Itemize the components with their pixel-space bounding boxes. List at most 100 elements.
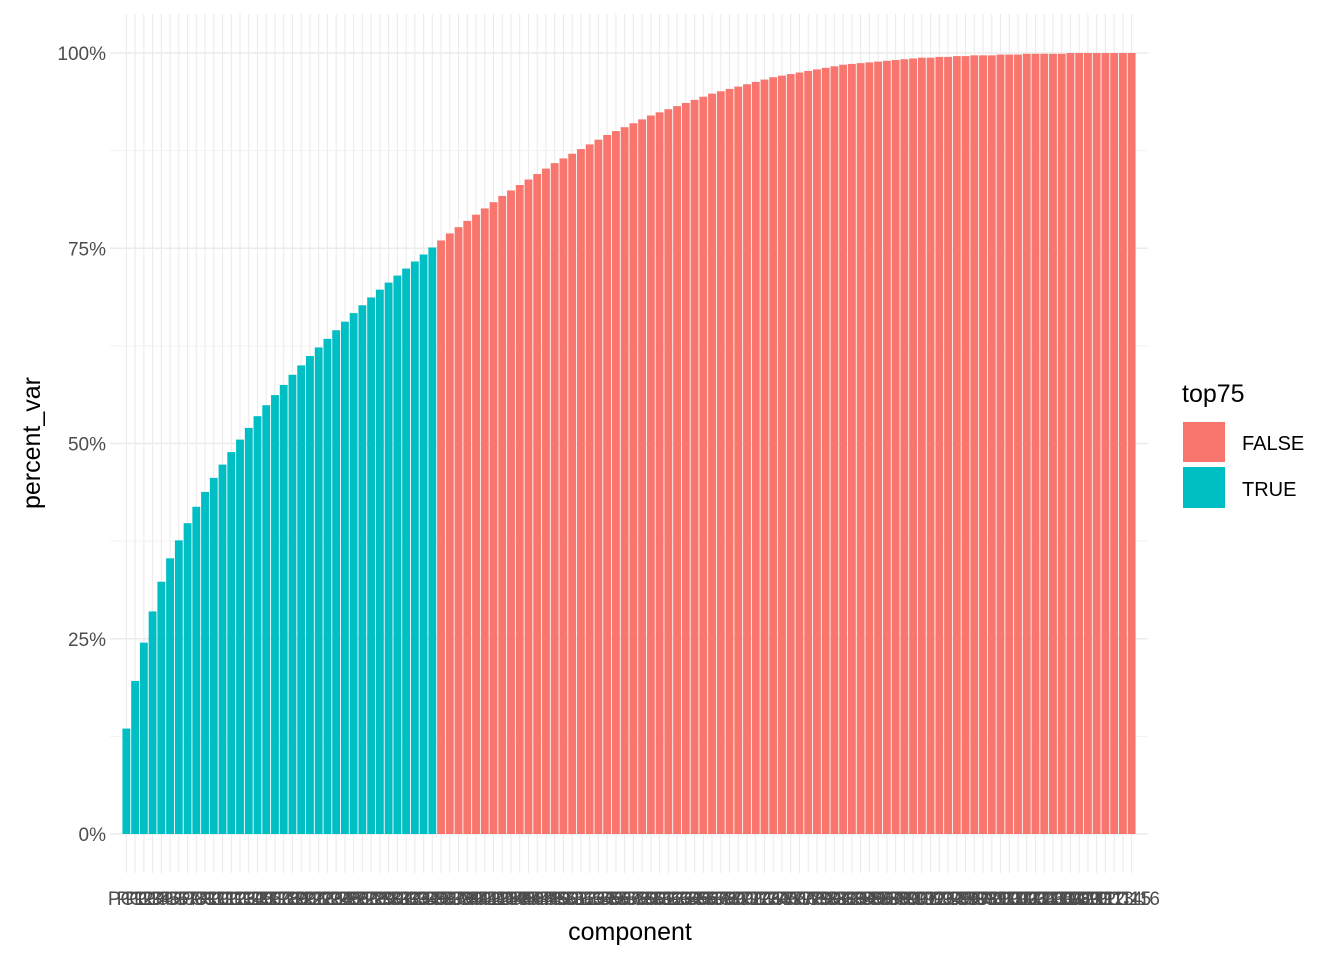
x-tick-label: PC7	[160, 889, 197, 910]
bar-PC60	[638, 119, 647, 834]
bar-PC76	[778, 75, 786, 835]
x-tick-label: PC61	[627, 889, 675, 910]
bar-PC64	[673, 106, 682, 834]
x-tick-label: PC11	[191, 889, 237, 910]
x-tick-label: PC110	[1051, 889, 1108, 910]
x-tick-label: PC49	[522, 889, 570, 910]
x-tick-label: PC53	[557, 889, 605, 910]
bar-PC23	[314, 347, 323, 834]
x-tick-label: PC36	[409, 889, 457, 910]
bar-PC50	[550, 163, 559, 835]
y-tick-label: 25%	[68, 630, 106, 651]
x-tick-label: PC106	[1015, 889, 1073, 910]
bar-PC55	[594, 139, 603, 835]
x-tick-label: PC112	[1068, 889, 1125, 910]
x-tick-label: PC54	[566, 889, 614, 910]
x-tick-label: PC68	[688, 889, 736, 910]
bar-PC94	[935, 56, 944, 834]
bar-PC104	[1022, 53, 1031, 834]
x-tick-label: PC92	[898, 889, 946, 910]
x-tick-label: PC57	[592, 889, 640, 910]
bar-PC57	[611, 131, 620, 835]
x-tick-label: PC9	[178, 889, 215, 910]
bar-PC109	[1066, 53, 1075, 834]
x-tick-label: PC79	[784, 889, 832, 910]
bar-PC28	[358, 305, 367, 834]
x-tick-label: PC18	[251, 889, 299, 910]
bar-PC19	[279, 384, 288, 834]
bar-PC77	[786, 74, 795, 835]
x-tick-label: PC83	[819, 889, 867, 910]
x-tick-label: PC51	[540, 889, 588, 910]
x-tick-label: PC72	[723, 889, 771, 910]
x-tick-label: PC38	[426, 889, 474, 910]
bar-PC93	[926, 57, 935, 835]
bar-PC71	[734, 86, 743, 834]
bar-PC59	[629, 123, 638, 835]
x-tick-label: PC37	[417, 889, 465, 910]
x-tick-label: PC22	[286, 889, 334, 910]
y-axis-title: percent_var	[18, 377, 46, 509]
bar-PC68	[708, 93, 716, 834]
bar-PC30	[375, 289, 384, 834]
bar-PC21	[297, 365, 306, 834]
bar-PC90	[900, 59, 909, 835]
x-tick-label: PC8	[169, 889, 206, 910]
x-tick-label: PC34	[391, 889, 439, 910]
bar-PC75	[769, 77, 778, 834]
x-tick-label: PC25	[312, 889, 360, 910]
x-tick-label: PC76	[758, 889, 806, 910]
bar-PC80	[813, 69, 821, 834]
x-tick-label: PC82	[811, 889, 859, 910]
bar-PC69	[716, 91, 725, 835]
x-tick-label: PC14	[216, 889, 264, 910]
bar-PC34	[410, 261, 419, 835]
x-tick-label: PC101	[971, 889, 1029, 910]
bar-PC97	[961, 56, 970, 834]
bar-PC79	[804, 70, 813, 834]
bar-PC61	[646, 115, 655, 835]
bar-PC42	[480, 208, 489, 834]
x-tick-label: PC98	[951, 889, 999, 910]
x-tick-label: PC32	[374, 889, 422, 910]
bar-PC113	[1101, 53, 1110, 834]
bar-PC10	[201, 491, 209, 834]
x-tick-label: PC85	[837, 889, 885, 910]
bar-PC1	[122, 728, 131, 834]
bar-PC98	[970, 55, 979, 834]
x-tick-label: PC113	[1077, 889, 1134, 910]
bar-PC32	[393, 275, 402, 835]
x-tick-label: PC111	[1060, 889, 1115, 910]
x-tick-label: PC64	[653, 889, 701, 910]
x-tick-label: PC2	[117, 889, 154, 910]
bar-PC4	[148, 611, 157, 834]
x-tick-label: PC29	[347, 889, 395, 910]
x-tick-label: PC62	[636, 889, 684, 910]
x-tick-label: PC108	[1033, 889, 1091, 910]
legend-title: top75	[1182, 380, 1245, 408]
x-tick-label: PC91	[889, 889, 937, 910]
x-tick-label: PC63	[645, 889, 693, 910]
bar-PC84	[847, 63, 856, 834]
x-tick-label: PC33	[382, 889, 430, 910]
bar-PC102	[1005, 54, 1014, 834]
x-tick-label: PC55	[575, 889, 623, 910]
x-tick-label: PC93	[907, 889, 955, 910]
bar-PC31	[384, 282, 393, 834]
x-tick-label: PC71	[715, 889, 763, 910]
legend-key-false	[1183, 422, 1225, 462]
legend-label-false: FALSE	[1242, 433, 1304, 455]
bar-PC47	[524, 179, 533, 835]
x-tick-label: PC59	[610, 889, 658, 910]
x-tick-label: PC27	[330, 889, 378, 910]
x-tick-label: PC19	[260, 889, 308, 910]
x-tick-label: PC84	[828, 889, 876, 910]
bar-PC56	[603, 135, 612, 834]
legend-label-true: TRUE	[1242, 479, 1296, 501]
x-tick-label: PC26	[321, 889, 369, 910]
x-tick-label: PC100	[963, 889, 1021, 910]
bar-PC18	[271, 395, 279, 834]
bar-PC96	[952, 56, 961, 834]
bar-PC48	[533, 174, 542, 834]
bar-PC6	[166, 558, 175, 834]
